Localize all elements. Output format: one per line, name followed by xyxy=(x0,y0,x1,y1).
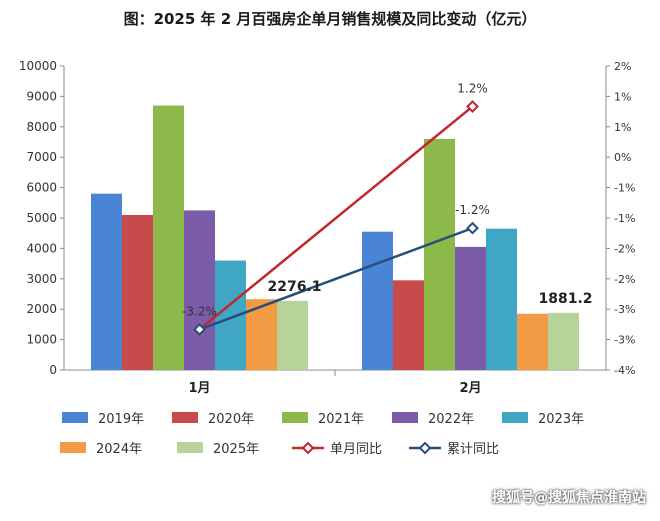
left-tick-label: 1000 xyxy=(26,333,57,347)
left-tick-label: 3000 xyxy=(26,272,57,286)
legend-label: 2023年 xyxy=(538,412,584,427)
bar xyxy=(153,105,184,371)
legend-label: 累计同比 xyxy=(447,442,499,457)
line-data-label: -3.2% xyxy=(182,304,217,318)
legend-label: 2022年 xyxy=(428,412,474,427)
right-tick-label: 1% xyxy=(614,90,631,103)
chart-title: 图：2025 年 2 月百强房企单月销售规模及同比变动（亿元） xyxy=(123,10,537,28)
right-tick-label: -3% xyxy=(614,303,635,316)
right-tick-label: 1% xyxy=(614,121,631,134)
legend-label: 2021年 xyxy=(318,412,364,427)
left-tick-label: 8000 xyxy=(26,120,57,134)
bar-data-label: 2276.1 xyxy=(267,279,321,295)
bar xyxy=(486,228,517,370)
bar xyxy=(215,260,246,370)
bar xyxy=(184,210,215,370)
legend-marker xyxy=(301,441,315,455)
left-tick-label: 9000 xyxy=(26,89,57,103)
right-tick-label: 2% xyxy=(614,60,631,73)
legend-label: 2020年 xyxy=(208,412,254,427)
watermark: 搜狐号@搜狐焦点淮南站 xyxy=(492,490,646,506)
line-marker xyxy=(466,100,479,113)
series-line xyxy=(199,226,473,331)
bar xyxy=(91,193,122,370)
bar-data-label: 1881.2 xyxy=(538,291,592,307)
bar xyxy=(362,231,393,370)
bar xyxy=(122,214,153,370)
legend-label: 2025年 xyxy=(213,442,259,457)
right-tick-label: 0% xyxy=(614,151,631,164)
bar xyxy=(548,312,579,370)
legend-swatch xyxy=(392,412,418,423)
legend-swatch xyxy=(282,412,308,423)
legend-swatch xyxy=(502,412,528,423)
legend-swatch xyxy=(60,442,86,453)
right-tick-label: -2% xyxy=(614,273,635,286)
legend-marker xyxy=(418,441,432,455)
right-tick-label: -1% xyxy=(614,212,635,225)
bar xyxy=(455,246,486,370)
right-tick-label: -4% xyxy=(614,364,635,377)
left-tick-label: 2000 xyxy=(26,302,57,316)
line-marker xyxy=(466,221,479,235)
legend-swatch xyxy=(62,412,88,423)
line-data-label: 1.2% xyxy=(457,82,488,96)
bar xyxy=(393,280,424,370)
bar xyxy=(424,138,455,370)
left-tick-label: 0 xyxy=(49,363,57,377)
right-tick-label: -2% xyxy=(614,242,635,255)
right-tick-label: -3% xyxy=(614,334,635,347)
legend-label: 2019年 xyxy=(98,412,144,427)
right-tick-label: -1% xyxy=(614,182,635,195)
legend-swatch xyxy=(177,442,203,453)
category-label: 1月 xyxy=(188,381,210,396)
left-tick-label: 5000 xyxy=(26,211,57,225)
left-tick-label: 6000 xyxy=(26,181,57,195)
bar xyxy=(517,313,548,370)
left-tick-label: 4000 xyxy=(26,241,57,255)
legend-label: 单月同比 xyxy=(330,442,382,457)
legend-label: 2024年 xyxy=(96,442,142,457)
bar xyxy=(277,300,308,370)
left-tick-label: 7000 xyxy=(26,150,57,164)
left-tick-label: 10000 xyxy=(19,59,57,73)
line-marker xyxy=(193,323,206,336)
line-data-label: -1.2% xyxy=(455,203,490,217)
category-label: 2月 xyxy=(459,381,481,396)
legend-swatch xyxy=(172,412,198,423)
series-line xyxy=(198,105,474,331)
